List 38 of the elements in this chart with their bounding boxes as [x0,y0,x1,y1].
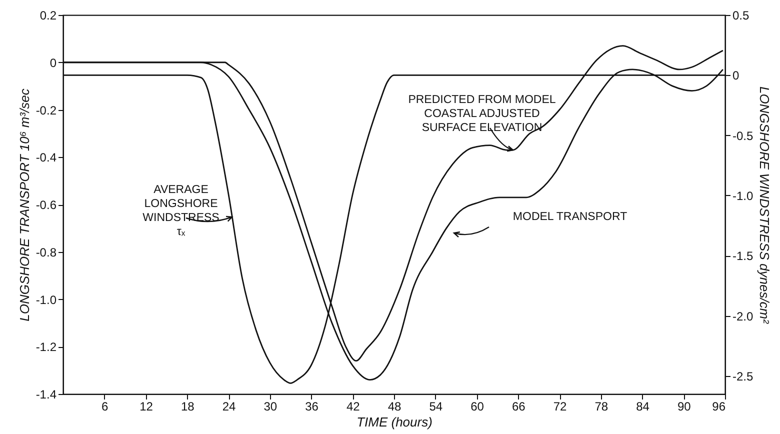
y2-tick-label: -2.5 [732,369,754,384]
x-tick-label: 12 [140,400,154,414]
x-tick-label: 72 [553,400,567,414]
x-tick-label: 54 [429,400,443,414]
y-axis-title: LONGSHORE TRANSPORT 10⁶ m³/sec [16,88,32,322]
x-tick-label: 48 [388,400,402,414]
annotation: AVERAGE LONGSHORE WINDSTRESS τₓ [142,184,220,238]
y-tick-label: -0.4 [36,150,57,165]
y2-tick-label: -0.5 [732,128,754,143]
y2-axis-title: LONGSHORE WINDSTRESS dynes/cm² [757,86,772,324]
x-axis-title: TIME (hours) [356,414,432,430]
y2-tick-label: 0 [732,68,740,83]
annotation: MODEL TRANSPORT [512,211,628,223]
x-tick-label: 30 [264,400,278,414]
y2-tick-label: -1.0 [732,188,754,203]
y-tick-label: -0.6 [36,198,57,212]
x-tick-label: 60 [470,400,484,414]
x-tick-label: 78 [594,400,608,414]
y-tick-label: 0.2 [40,8,57,22]
x-tick-label: 6 [102,400,109,414]
y-tick-label: -0.8 [36,245,57,260]
y-tick-label: 0 [50,56,57,70]
x-tick-label: 36 [305,400,319,414]
x-tick-label: 84 [636,400,650,414]
y-tick-label: -1.4 [36,388,57,402]
x-tick-label: 90 [677,400,692,414]
y-tick-label: -1.2 [36,340,57,354]
x-tick-label: 18 [180,400,195,414]
x-tick-label: 42 [346,400,360,414]
x-tick-label: 96 [712,400,726,414]
y-tick-label: -1.0 [36,292,57,307]
annotation: PREDICTED FROM MODEL COASTAL ADJUSTED SURFACE ELEVATION [408,94,556,134]
x-tick-label: 66 [512,400,526,414]
y2-tick-label: -2.0 [732,309,754,324]
y2-tick-label: -1.5 [732,249,754,264]
x-tick-label: 24 [222,400,236,414]
y2-tick-label: 0.5 [732,8,750,22]
y-tick-label: -0.2 [36,103,57,118]
